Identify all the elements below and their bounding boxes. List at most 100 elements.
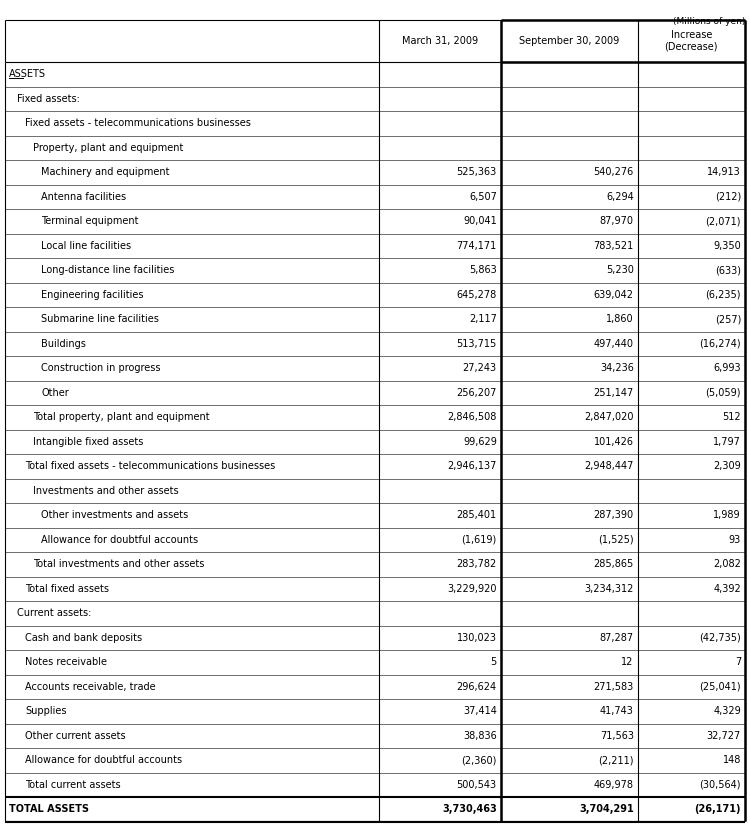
- Text: 2,309: 2,309: [713, 461, 741, 471]
- Text: 6,507: 6,507: [469, 192, 496, 202]
- Text: 774,171: 774,171: [457, 241, 497, 251]
- Text: 99,629: 99,629: [463, 437, 496, 447]
- Text: 497,440: 497,440: [594, 339, 634, 349]
- Text: 512: 512: [722, 412, 741, 423]
- Text: Fixed assets - telecommunications businesses: Fixed assets - telecommunications busine…: [25, 118, 251, 128]
- Text: 1,989: 1,989: [713, 510, 741, 520]
- Text: 71,563: 71,563: [600, 731, 634, 741]
- Text: 32,727: 32,727: [706, 731, 741, 741]
- Text: 34,236: 34,236: [600, 363, 634, 373]
- Text: (25,041): (25,041): [699, 681, 741, 691]
- Text: 287,390: 287,390: [593, 510, 634, 520]
- Text: 9,350: 9,350: [713, 241, 741, 251]
- Text: 2,082: 2,082: [713, 559, 741, 569]
- Text: 469,978: 469,978: [594, 780, 634, 790]
- Text: 2,948,447: 2,948,447: [584, 461, 634, 471]
- Text: Investments and other assets: Investments and other assets: [33, 485, 178, 495]
- Text: 256,207: 256,207: [457, 388, 497, 398]
- Text: 783,521: 783,521: [593, 241, 634, 251]
- Text: 639,042: 639,042: [594, 289, 634, 299]
- Text: (257): (257): [715, 314, 741, 324]
- Text: 1,797: 1,797: [713, 437, 741, 447]
- Text: (1,619): (1,619): [461, 535, 496, 545]
- Text: (2,211): (2,211): [598, 755, 634, 765]
- Text: 2,117: 2,117: [469, 314, 496, 324]
- Text: Other current assets: Other current assets: [25, 731, 125, 741]
- Text: 271,583: 271,583: [593, 681, 634, 691]
- Text: Total investments and other assets: Total investments and other assets: [33, 559, 204, 569]
- Text: Allowance for doubtful accounts: Allowance for doubtful accounts: [41, 535, 198, 545]
- Text: (633): (633): [715, 265, 741, 275]
- Text: 87,287: 87,287: [599, 633, 634, 643]
- Text: 6,294: 6,294: [606, 192, 634, 202]
- Text: 4,329: 4,329: [713, 706, 741, 716]
- Text: 285,401: 285,401: [457, 510, 497, 520]
- Text: 87,970: 87,970: [600, 216, 634, 227]
- Text: Machinery and equipment: Machinery and equipment: [41, 167, 170, 177]
- Text: Other investments and assets: Other investments and assets: [41, 510, 188, 520]
- Text: 101,426: 101,426: [594, 437, 634, 447]
- Text: 2,847,020: 2,847,020: [584, 412, 634, 423]
- Text: 2,946,137: 2,946,137: [448, 461, 497, 471]
- Text: Property, plant and equipment: Property, plant and equipment: [33, 143, 183, 153]
- Text: (16,274): (16,274): [699, 339, 741, 349]
- Text: Total fixed assets: Total fixed assets: [25, 584, 109, 594]
- Text: 500,543: 500,543: [457, 780, 497, 790]
- Text: Notes receivable: Notes receivable: [25, 657, 107, 667]
- Text: 41,743: 41,743: [600, 706, 634, 716]
- Text: 645,278: 645,278: [457, 289, 497, 299]
- Text: Intangible fixed assets: Intangible fixed assets: [33, 437, 143, 447]
- Text: ASSETS: ASSETS: [9, 69, 46, 79]
- Text: Current assets:: Current assets:: [17, 608, 92, 619]
- Text: 3,229,920: 3,229,920: [447, 584, 497, 594]
- Text: (26,171): (26,171): [694, 804, 741, 815]
- Text: 3,234,312: 3,234,312: [584, 584, 634, 594]
- Text: Local line facilities: Local line facilities: [41, 241, 131, 251]
- Text: (2,360): (2,360): [461, 755, 496, 765]
- Text: (1,525): (1,525): [598, 535, 634, 545]
- Text: (6,235): (6,235): [706, 289, 741, 299]
- Text: March 31, 2009: March 31, 2009: [402, 36, 478, 46]
- Text: 5: 5: [490, 657, 496, 667]
- Text: Antenna facilities: Antenna facilities: [41, 192, 126, 202]
- Text: 7: 7: [735, 657, 741, 667]
- Text: TOTAL ASSETS: TOTAL ASSETS: [9, 804, 89, 815]
- Text: (5,059): (5,059): [706, 388, 741, 398]
- Text: Engineering facilities: Engineering facilities: [41, 289, 143, 299]
- Text: 27,243: 27,243: [463, 363, 496, 373]
- Text: 14,913: 14,913: [707, 167, 741, 177]
- Text: 296,624: 296,624: [457, 681, 497, 691]
- Text: 5,863: 5,863: [469, 265, 496, 275]
- Text: Total fixed assets - telecommunications businesses: Total fixed assets - telecommunications …: [25, 461, 275, 471]
- Text: (30,564): (30,564): [700, 780, 741, 790]
- Text: Total property, plant and equipment: Total property, plant and equipment: [33, 412, 209, 423]
- Text: (2,071): (2,071): [706, 216, 741, 227]
- Text: Other: Other: [41, 388, 69, 398]
- Text: 513,715: 513,715: [457, 339, 497, 349]
- Text: Fixed assets:: Fixed assets:: [17, 93, 80, 103]
- Text: 4,392: 4,392: [713, 584, 741, 594]
- Text: (Millions of yen): (Millions of yen): [673, 17, 745, 26]
- Text: 6,993: 6,993: [713, 363, 741, 373]
- Text: Construction in progress: Construction in progress: [41, 363, 160, 373]
- Text: Total current assets: Total current assets: [25, 780, 121, 790]
- Text: Increase
(Decrease): Increase (Decrease): [664, 31, 718, 52]
- Text: Allowance for doubtful accounts: Allowance for doubtful accounts: [25, 755, 182, 765]
- Text: 93: 93: [729, 535, 741, 545]
- Text: 3,730,463: 3,730,463: [442, 804, 497, 815]
- Text: Cash and bank deposits: Cash and bank deposits: [25, 633, 142, 643]
- Text: Buildings: Buildings: [41, 339, 86, 349]
- Text: 130,023: 130,023: [457, 633, 497, 643]
- Text: Long-distance line facilities: Long-distance line facilities: [41, 265, 174, 275]
- Text: Supplies: Supplies: [25, 706, 67, 716]
- Text: 525,363: 525,363: [457, 167, 497, 177]
- Text: 148: 148: [723, 755, 741, 765]
- Text: 1,860: 1,860: [606, 314, 634, 324]
- Text: 540,276: 540,276: [593, 167, 634, 177]
- Text: (212): (212): [715, 192, 741, 202]
- Text: 38,836: 38,836: [463, 731, 496, 741]
- Text: 283,782: 283,782: [457, 559, 497, 569]
- Text: 2,846,508: 2,846,508: [448, 412, 497, 423]
- Text: Terminal equipment: Terminal equipment: [41, 216, 139, 227]
- Text: (42,735): (42,735): [699, 633, 741, 643]
